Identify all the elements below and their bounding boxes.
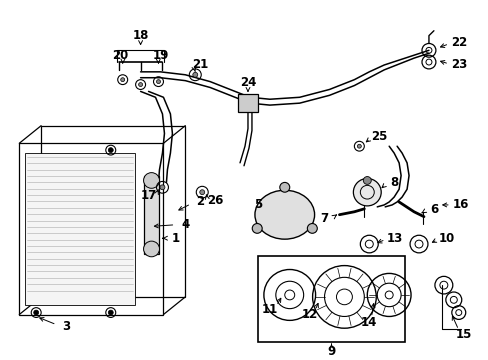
Text: 17: 17 (140, 189, 156, 202)
Circle shape (156, 80, 160, 84)
Circle shape (108, 310, 113, 315)
Text: 11: 11 (261, 303, 277, 316)
Bar (25, 153, 134, 305)
Text: 18: 18 (132, 29, 148, 42)
Text: 3: 3 (62, 320, 70, 333)
Text: 12: 12 (301, 308, 317, 321)
Circle shape (143, 241, 159, 257)
Text: 14: 14 (360, 316, 377, 329)
Text: 13: 13 (386, 232, 403, 245)
Circle shape (252, 224, 262, 233)
Circle shape (279, 183, 289, 192)
Circle shape (363, 176, 370, 184)
Bar (257, 256, 404, 342)
Text: 24: 24 (239, 76, 256, 89)
Text: 21: 21 (192, 58, 208, 72)
Circle shape (143, 173, 159, 188)
Text: 19: 19 (152, 49, 168, 62)
Circle shape (121, 78, 124, 82)
Bar (143, 176, 159, 254)
Circle shape (160, 185, 164, 190)
Text: 8: 8 (389, 176, 397, 189)
Circle shape (138, 82, 142, 86)
Text: 1: 1 (171, 232, 179, 245)
Text: 15: 15 (455, 328, 471, 341)
Circle shape (192, 72, 197, 77)
Text: 20: 20 (112, 49, 128, 62)
Circle shape (34, 310, 39, 315)
Circle shape (108, 148, 113, 153)
Bar (19, 143, 163, 315)
Text: 25: 25 (370, 130, 386, 143)
Text: 6: 6 (429, 203, 437, 216)
Circle shape (357, 144, 361, 148)
Circle shape (353, 179, 381, 206)
Bar (41, 126, 185, 297)
Circle shape (307, 224, 317, 233)
Ellipse shape (254, 190, 314, 239)
Text: 26: 26 (206, 194, 223, 207)
Text: 4: 4 (181, 218, 189, 231)
Text: 2: 2 (196, 195, 204, 208)
Text: 22: 22 (450, 36, 466, 49)
Text: 16: 16 (452, 198, 468, 211)
Bar (238, 94, 257, 112)
Text: 10: 10 (438, 232, 454, 245)
Text: 9: 9 (326, 345, 335, 358)
Text: 5: 5 (253, 198, 262, 211)
Circle shape (199, 190, 204, 195)
Text: 23: 23 (450, 58, 466, 72)
Text: 7: 7 (320, 212, 328, 225)
